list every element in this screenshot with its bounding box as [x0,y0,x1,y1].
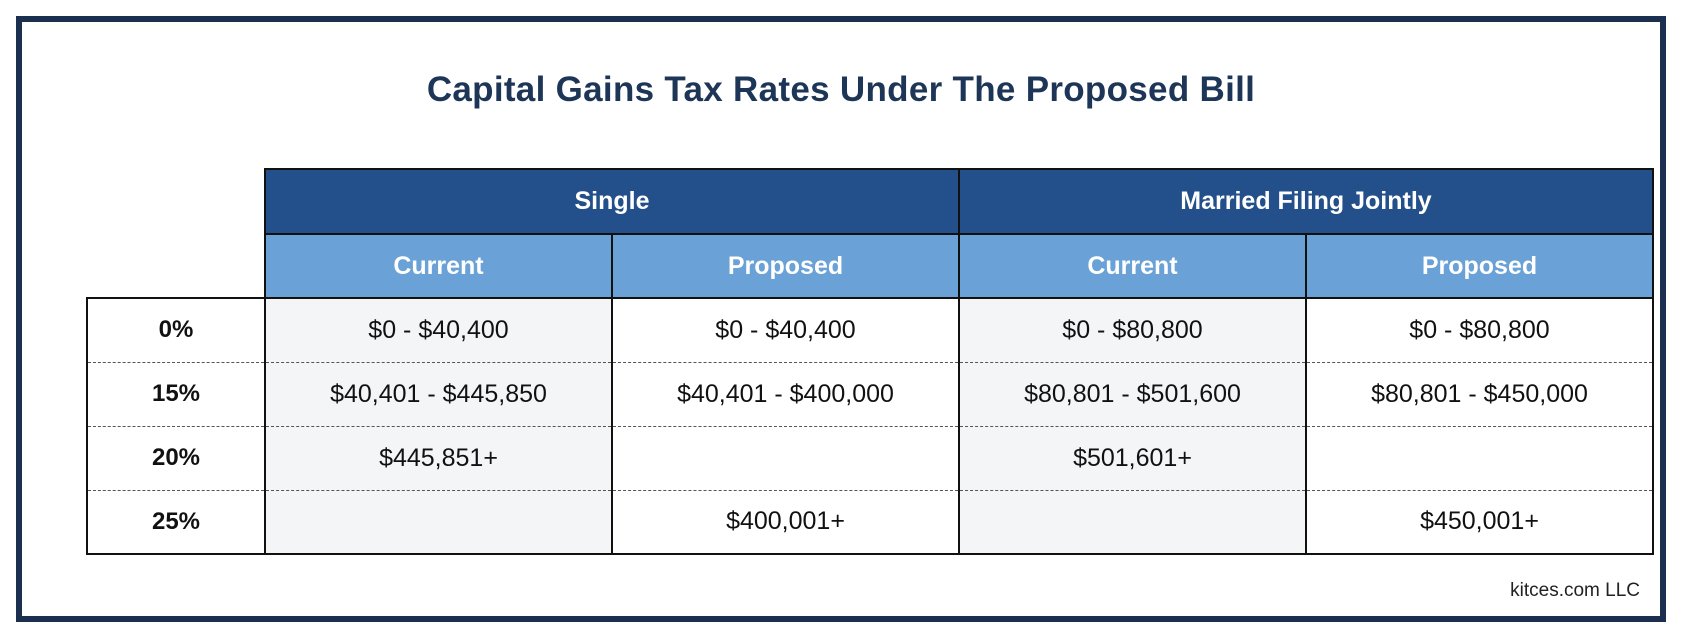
rate-label: 25% [86,489,266,555]
table-cell [1305,425,1654,490]
group-header-row: Single Married Filing Jointly [87,168,1654,235]
table-cell: $80,801 - $450,000 [1305,361,1654,426]
sub-header-single-proposed: Proposed [611,234,960,299]
table-cell: $40,401 - $445,850 [264,361,613,426]
table-cell: $0 - $40,400 [264,297,613,362]
corner-blank [87,234,265,298]
table-row: 25% $400,001+ $450,001+ [86,489,1654,555]
table-row: 0% $0 - $40,400 $0 - $40,400 $0 - $80,80… [86,297,1654,362]
table-cell: $0 - $80,800 [1305,297,1654,362]
sub-header-single-current: Current [264,234,613,299]
sub-header-married-proposed: Proposed [1305,234,1654,299]
table-row: 20% $445,851+ $501,601+ [86,425,1654,490]
table-cell: $0 - $80,800 [958,297,1307,362]
table-cell [611,425,960,490]
tax-rate-table: Single Married Filing Jointly Current Pr… [86,168,1654,555]
group-header-married: Married Filing Jointly [958,168,1654,235]
source-credit: kitces.com LLC [1510,580,1640,601]
group-header-single: Single [264,168,960,235]
table-cell [264,489,613,555]
table-cell: $0 - $40,400 [611,297,960,362]
page-title: Capital Gains Tax Rates Under The Propos… [426,70,1256,109]
table-cell: $445,851+ [264,425,613,490]
sub-header-row: Current Proposed Current Proposed [87,234,1654,299]
rate-label: 15% [86,361,266,426]
table-cell: $80,801 - $501,600 [958,361,1307,426]
table-row: 15% $40,401 - $445,850 $40,401 - $400,00… [86,361,1654,426]
table-cell: $400,001+ [611,489,960,555]
rate-label: 20% [86,425,266,490]
table-cell: $450,001+ [1305,489,1654,555]
rate-label: 0% [86,297,266,362]
table-cell [958,489,1307,555]
table-cell: $501,601+ [958,425,1307,490]
figure-frame: Capital Gains Tax Rates Under The Propos… [16,16,1666,622]
corner-blank [87,169,265,234]
sub-header-married-current: Current [958,234,1307,299]
table-cell: $40,401 - $400,000 [611,361,960,426]
